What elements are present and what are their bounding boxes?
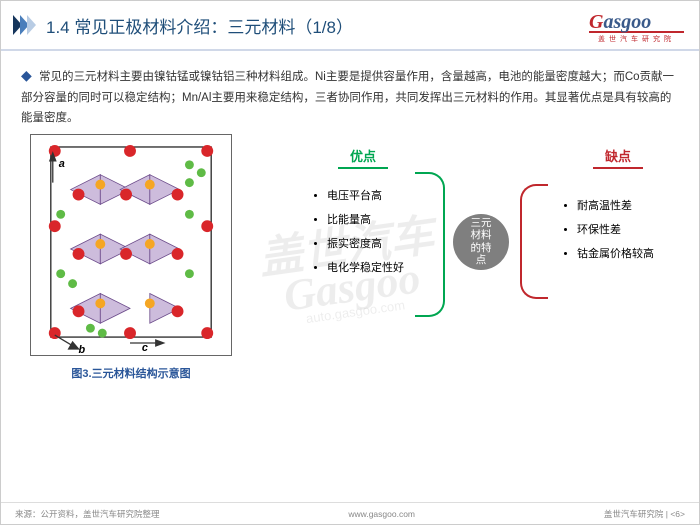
- svg-text:a: a: [59, 158, 65, 170]
- list-item: 振实密度高: [327, 232, 404, 256]
- footer-source: 来源：公开资料，盖世汽车研究院整理: [15, 508, 160, 520]
- advantages-title: 优点: [338, 146, 388, 169]
- svg-text:c: c: [142, 342, 148, 354]
- list-item: 比能量高: [327, 208, 404, 232]
- brand-logo: Gasgoo 盖世汽车研究院: [589, 11, 684, 44]
- list-item: 电压平台高: [327, 184, 404, 208]
- logo-subtitle: 盖世汽车研究院: [589, 34, 684, 44]
- intro-text: 常见的三元材料主要由镍钴锰或镍钴铝三种材料组成。Ni主要是提供容量作用，含量越高…: [21, 71, 674, 124]
- slide-footer: 来源：公开资料，盖世汽车研究院整理 www.gasgoo.com 盖世汽车研究院…: [1, 502, 699, 524]
- content-area: a b c 图3.三元材料结构示意图 优点 缺点 三元 材料 的特 点 电压平台…: [1, 134, 699, 384]
- slide-header: 1.4 常见正极材料介绍：三元材料（1/8） Gasgoo 盖世汽车研究院: [1, 1, 699, 51]
- svg-text:b: b: [79, 344, 86, 356]
- footer-page: 盖世汽车研究院 | <6>: [604, 508, 685, 520]
- crystal-structure-svg: a b c: [30, 134, 232, 356]
- comparison-panel: 优点 缺点 三元 材料 的特 点 电压平台高 比能量高 振实密度高 电化学稳定性…: [253, 134, 679, 384]
- list-item: 耐高温性差: [577, 194, 654, 218]
- disadvantages-title: 缺点: [593, 146, 643, 169]
- footer-url: www.gasgoo.com: [348, 509, 415, 519]
- diagram-caption: 图3.三元材料结构示意图: [21, 365, 241, 381]
- advantages-list: 电压平台高 比能量高 振实密度高 电化学稳定性好: [313, 184, 404, 281]
- bracket-left-icon: [415, 172, 445, 317]
- slide-title: 1.4 常见正极材料介绍：三元材料（1/8）: [46, 13, 353, 38]
- bullet-diamond-icon: ◆: [21, 67, 32, 83]
- list-item: 环保性差: [577, 218, 654, 242]
- disadvantages-list: 耐高温性差 环保性差 钴金属价格较高: [563, 194, 654, 267]
- logo-rest: asgoo: [603, 11, 651, 33]
- intro-paragraph: ◆ 常见的三元材料主要由镍钴锰或镍钴铝三种材料组成。Ni主要是提供容量作用，含量…: [1, 51, 699, 134]
- center-label: 三元 材料 的特 点: [453, 214, 509, 270]
- list-item: 钴金属价格较高: [577, 242, 654, 266]
- bracket-right-icon: [520, 184, 548, 299]
- logo-letter: G: [589, 11, 603, 33]
- list-item: 电化学稳定性好: [327, 256, 404, 280]
- chevron-icon: [13, 15, 36, 35]
- structure-diagram: a b c 图3.三元材料结构示意图: [21, 134, 241, 381]
